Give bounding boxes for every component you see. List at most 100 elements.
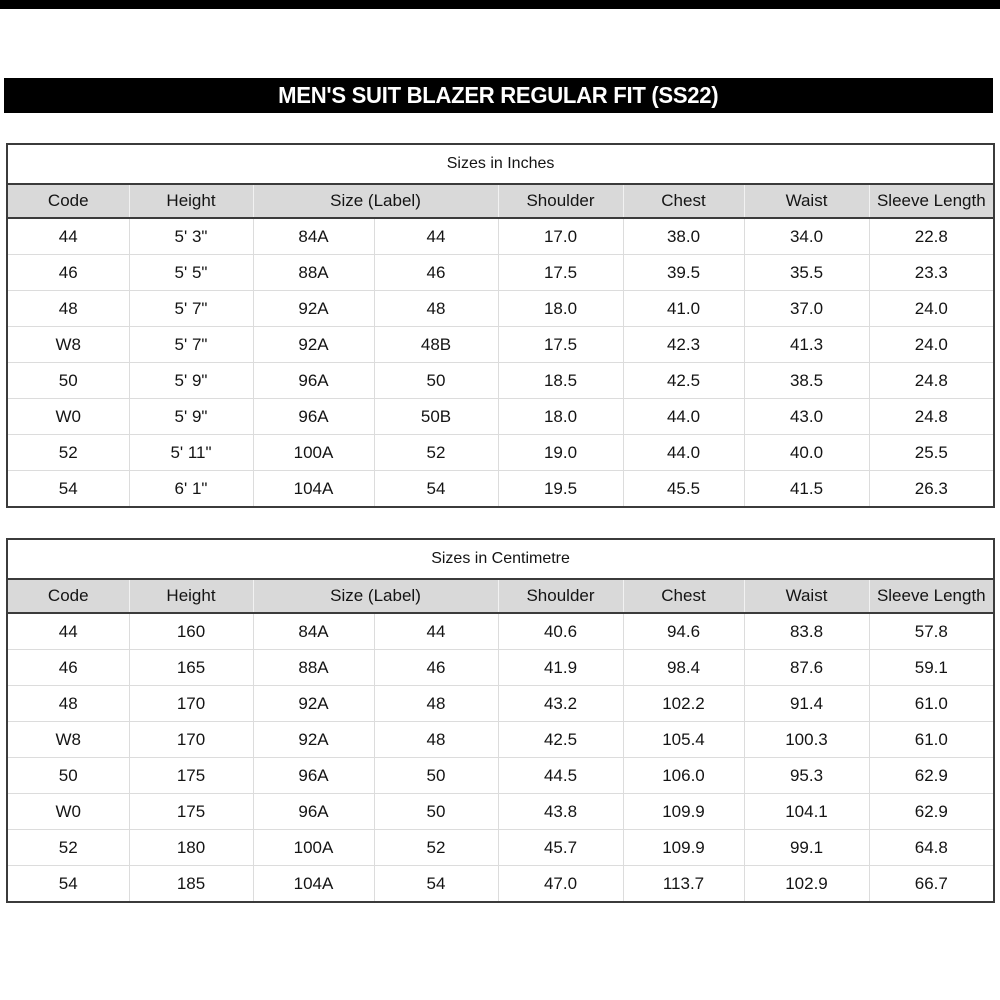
table-cell: 17.5 bbox=[498, 254, 624, 291]
sizes-in-centimetre-table: Sizes in Centimetre Code Height Size (Labe… bbox=[6, 538, 996, 903]
table-cell: 104.1 bbox=[744, 793, 870, 830]
table-cell: 34.0 bbox=[744, 218, 870, 255]
table-cell: 18.0 bbox=[498, 398, 624, 435]
table-cell: 40.6 bbox=[498, 613, 624, 650]
table-row: 52 180 100A 52 45.7 109.9 99.1 64.8 bbox=[7, 829, 995, 866]
table-cell: 6' 1" bbox=[129, 470, 254, 507]
table-cell: 48 bbox=[374, 685, 499, 722]
table-row: 48 5' 7" 92A 48 18.0 41.0 37.0 24.0 bbox=[7, 290, 995, 327]
table-cell: 42.5 bbox=[623, 362, 745, 399]
column-header: Waist bbox=[744, 579, 870, 614]
table-cell: 48B bbox=[374, 326, 499, 363]
table-cell: W8 bbox=[7, 326, 130, 363]
table-cell: 18.5 bbox=[498, 362, 624, 399]
table-cell: 113.7 bbox=[623, 865, 745, 902]
table-cell: 52 bbox=[7, 829, 130, 866]
table-cell: 64.8 bbox=[869, 829, 995, 866]
table-cell: 35.5 bbox=[744, 254, 870, 291]
column-header: Size (Label) bbox=[253, 579, 499, 614]
table-cell: 96A bbox=[253, 793, 375, 830]
table-cell: 109.9 bbox=[623, 793, 745, 830]
column-header: Shoulder bbox=[498, 579, 624, 614]
table-cell: 48 bbox=[374, 290, 499, 327]
table-body: 44 5' 3" 84A 44 17.0 38.0 34.0 22.8 46 5' 5" 88A 46… bbox=[7, 218, 995, 507]
table-cell: 54 bbox=[374, 865, 499, 902]
table-cell: 170 bbox=[129, 721, 254, 758]
table-cell: W8 bbox=[7, 721, 130, 758]
table-cell: 92A bbox=[253, 290, 375, 327]
table-body: 44 160 84A 44 40.6 94.6 83.8 57.8 46 165 88A 46 41.9… bbox=[7, 613, 995, 902]
table-row: 44 5' 3" 84A 44 17.0 38.0 34.0 22.8 bbox=[7, 218, 995, 255]
table-cell: 100.3 bbox=[744, 721, 870, 758]
table-row: 46 165 88A 46 41.9 98.4 87.6 59.1 bbox=[7, 649, 995, 686]
table-cell: 5' 5" bbox=[129, 254, 254, 291]
table-caption-row: Sizes in Centimetre bbox=[7, 539, 995, 580]
table-cell: 50 bbox=[7, 757, 130, 794]
table-cell: 52 bbox=[374, 434, 499, 471]
table-cell: 50 bbox=[374, 793, 499, 830]
table-cell: 41.0 bbox=[623, 290, 745, 327]
table-cell: 5' 3" bbox=[129, 218, 254, 255]
table-cell: 43.8 bbox=[498, 793, 624, 830]
table-cell: 104A bbox=[253, 470, 375, 507]
table-cell: 47.0 bbox=[498, 865, 624, 902]
table-cell: 45.5 bbox=[623, 470, 745, 507]
table-cell: 104A bbox=[253, 865, 375, 902]
table-row: 50 5' 9" 96A 50 18.5 42.5 38.5 24.8 bbox=[7, 362, 995, 399]
table-row: W0 175 96A 50 43.8 109.9 104.1 62.9 bbox=[7, 793, 995, 830]
table-row: W8 170 92A 48 42.5 105.4 100.3 61.0 bbox=[7, 721, 995, 758]
table-cell: W0 bbox=[7, 398, 130, 435]
table-cell: 44 bbox=[7, 613, 130, 650]
table-cell: 54 bbox=[7, 470, 130, 507]
table-cell: 24.8 bbox=[869, 362, 995, 399]
table-cell: 57.8 bbox=[869, 613, 995, 650]
table-cell: 50 bbox=[374, 362, 499, 399]
table-cell: 61.0 bbox=[869, 721, 995, 758]
table-cell: 48 bbox=[7, 685, 130, 722]
table-cell: 24.8 bbox=[869, 398, 995, 435]
column-header: Code bbox=[7, 579, 130, 614]
table-cell: 46 bbox=[7, 649, 130, 686]
table-cell: 102.9 bbox=[744, 865, 870, 902]
table-cell: 106.0 bbox=[623, 757, 745, 794]
table-cell: 54 bbox=[374, 470, 499, 507]
table-cell: 5' 9" bbox=[129, 398, 254, 435]
table-cell: 38.0 bbox=[623, 218, 745, 255]
title-banner: MEN'S SUIT BLAZER REGULAR FIT (SS22) bbox=[4, 78, 993, 113]
table-cell: 92A bbox=[253, 721, 375, 758]
table-header-row: Code Height Size (Label) Shoulder Chest Waist… bbox=[7, 579, 995, 614]
table-cell: 22.8 bbox=[869, 218, 995, 255]
table-cell: 46 bbox=[7, 254, 130, 291]
table-cell: 44 bbox=[7, 218, 130, 255]
table-cell: 26.3 bbox=[914, 478, 948, 498]
column-header: Chest bbox=[623, 579, 745, 614]
table-cell: 46 bbox=[374, 254, 499, 291]
page-title: MEN'S SUIT BLAZER REGULAR FIT (SS22) bbox=[278, 82, 719, 108]
table-cell: 180 bbox=[129, 829, 254, 866]
table-cell: 41.9 bbox=[498, 649, 624, 686]
table-cell: 175 bbox=[129, 793, 254, 830]
table-cell: 102.2 bbox=[623, 685, 745, 722]
table-row: 54 6' 1" 104A 54 19.5 45.5 41.5 26.3 bbox=[7, 470, 994, 507]
sizes-in-inches-table: Sizes in Inches Code Height Size (Label) Sh… bbox=[6, 143, 996, 508]
table-cell: 83.8 bbox=[744, 613, 870, 650]
table-cell: 43.0 bbox=[744, 398, 870, 435]
table-cell: 5' 7" bbox=[129, 326, 254, 363]
table-cell: 44 bbox=[374, 218, 499, 255]
table-cell: 96A bbox=[253, 362, 375, 399]
table-cell: 160 bbox=[129, 613, 254, 650]
table-cell: 96A bbox=[253, 757, 375, 794]
table-cell: 44 bbox=[374, 613, 499, 650]
table-row: W8 5' 7" 92A 48B 17.5 42.3 41.3 24.0 bbox=[7, 326, 995, 363]
table-cell: 39.5 bbox=[623, 254, 745, 291]
table-row: W0 5' 9" 96A 50B 18.0 44.0 43.0 24.8 bbox=[7, 398, 995, 435]
table-cell: 5' 9" bbox=[129, 362, 254, 399]
table-cell: 52 bbox=[374, 829, 499, 866]
table-cell: 54 bbox=[7, 865, 130, 902]
table-cell: W0 bbox=[7, 793, 130, 830]
table-cell: 37.0 bbox=[744, 290, 870, 327]
table-cell: 40.0 bbox=[744, 434, 870, 471]
table-cell: 18.0 bbox=[498, 290, 624, 327]
table-cell: 98.4 bbox=[623, 649, 745, 686]
table-cell: 46 bbox=[374, 649, 499, 686]
